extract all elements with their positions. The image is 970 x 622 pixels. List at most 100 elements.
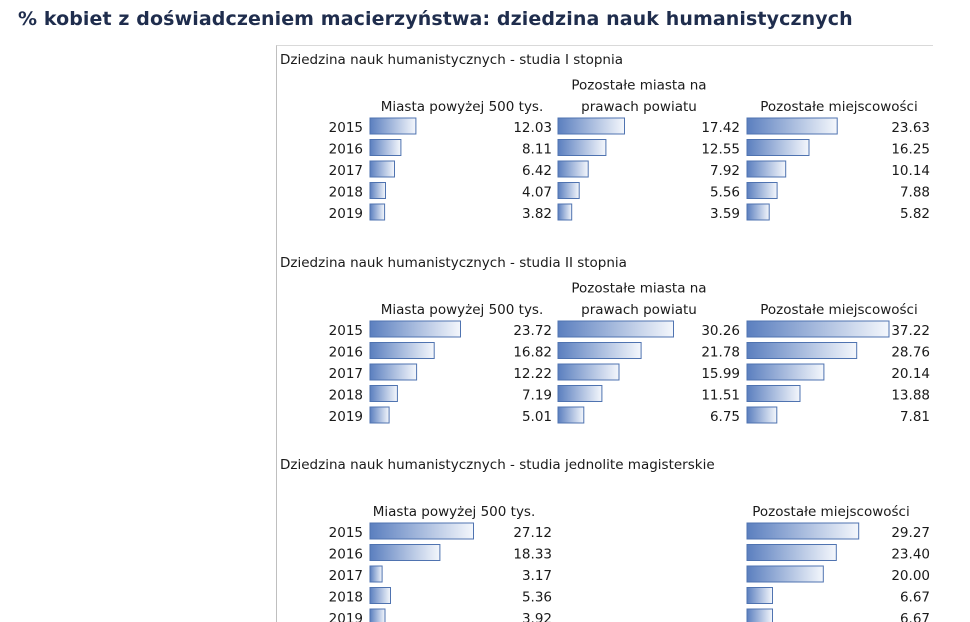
value-label: 12.22 bbox=[513, 366, 552, 382]
value-label: 6.67 bbox=[900, 590, 930, 606]
value-label: 11.51 bbox=[701, 388, 740, 404]
year-label-2015: 2015 bbox=[329, 323, 363, 339]
bar-2018-miasta-powyzej-500-tys bbox=[369, 385, 398, 402]
value-label: 20.00 bbox=[891, 568, 930, 584]
year-label-2019: 2019 bbox=[329, 611, 363, 622]
value-label: 16.82 bbox=[513, 345, 552, 361]
bar-2015-pozostale-miejscowosci bbox=[746, 320, 890, 338]
page-title: % kobiet z doświadczeniem macierzyństwa:… bbox=[18, 8, 853, 30]
bar-2017-miasta-powyzej-500-tys bbox=[369, 160, 395, 178]
value-label: 6.42 bbox=[522, 163, 552, 179]
data-bars-chart: Dziedzina nauk humanistycznych - studia … bbox=[280, 52, 930, 622]
value-label: 6.67 bbox=[900, 611, 930, 622]
value-label: 10.14 bbox=[891, 163, 930, 179]
bar-2015-pozostale-miejscowosci bbox=[746, 117, 838, 135]
bar-2016-miasta-powyzej-500-tys bbox=[369, 544, 441, 561]
series-header-miasta-powyzej-500-tys: Miasta powyżej 500 tys. bbox=[373, 504, 536, 520]
year-label-2019: 2019 bbox=[329, 409, 363, 425]
section-title: Dziedzina nauk humanistycznych - studia … bbox=[280, 457, 715, 473]
bar-2019-miasta-powyzej-500-tys bbox=[369, 608, 386, 622]
chart-section-2: Dziedzina nauk humanistycznych - studia … bbox=[280, 255, 930, 425]
bar-2017-pozostale-miasta-na-prawach-powiatu bbox=[557, 160, 589, 178]
bar-2018-pozostale-miejscowosci bbox=[746, 385, 801, 402]
bar-2017-pozostale-miasta-na-prawach-powiatu bbox=[557, 363, 620, 381]
value-label: 16.25 bbox=[891, 142, 930, 158]
bar-2018-pozostale-miejscowosci bbox=[746, 182, 778, 199]
value-label: 18.33 bbox=[513, 547, 552, 563]
bar-2016-pozostale-miejscowosci bbox=[746, 544, 837, 561]
bar-2019-pozostale-miejscowosci bbox=[746, 608, 773, 622]
year-label-2019: 2019 bbox=[329, 206, 363, 222]
series-header-miasta-powyzej-500-tys: Miasta powyżej 500 tys. bbox=[381, 99, 544, 115]
value-label: 8.11 bbox=[522, 142, 552, 158]
value-label: 6.75 bbox=[710, 409, 740, 425]
value-label: 23.72 bbox=[513, 323, 552, 339]
value-label: 30.26 bbox=[701, 323, 740, 339]
value-label: 7.88 bbox=[900, 185, 930, 201]
value-label: 4.07 bbox=[522, 185, 552, 201]
bar-2019-miasta-powyzej-500-tys bbox=[369, 406, 390, 424]
series-header-pozostale-miejscowosci: Pozostałe miejscowości bbox=[752, 504, 909, 520]
bar-2019-miasta-powyzej-500-tys bbox=[369, 203, 386, 221]
year-label-2015: 2015 bbox=[329, 120, 363, 136]
series-header-pozostale-miejscowosci: Pozostałe miejscowości bbox=[760, 302, 917, 318]
bar-2015-pozostale-miejscowosci bbox=[746, 522, 860, 540]
value-label: 3.82 bbox=[522, 206, 552, 222]
value-label: 12.03 bbox=[513, 120, 552, 136]
bar-2019-pozostale-miasta-na-prawach-powiatu bbox=[557, 406, 585, 424]
value-label: 23.40 bbox=[891, 547, 930, 563]
year-label-2016: 2016 bbox=[329, 547, 363, 563]
chart-frame: Dziedzina nauk humanistycznych - studia … bbox=[276, 45, 933, 622]
value-label: 7.19 bbox=[522, 388, 552, 404]
bar-2016-pozostale-miejscowosci bbox=[746, 139, 810, 156]
value-label: 5.01 bbox=[522, 409, 552, 425]
bar-2018-miasta-powyzej-500-tys bbox=[369, 182, 386, 199]
chart-section-3: Dziedzina nauk humanistycznych - studia … bbox=[280, 457, 930, 622]
bar-2015-pozostale-miasta-na-prawach-powiatu bbox=[557, 320, 674, 338]
value-label: 5.56 bbox=[710, 185, 740, 201]
bar-2019-pozostale-miasta-na-prawach-powiatu bbox=[557, 203, 573, 221]
year-label-2015: 2015 bbox=[329, 525, 363, 541]
chart-section-1: Dziedzina nauk humanistycznych - studia … bbox=[280, 52, 930, 222]
bar-2016-pozostale-miejscowosci bbox=[746, 342, 858, 359]
value-label: 3.17 bbox=[522, 568, 552, 584]
bar-2017-pozostale-miejscowosci bbox=[746, 160, 787, 178]
year-label-2017: 2017 bbox=[329, 366, 363, 382]
series-header-pozostale-miasta-na-prawach-powiatu: Pozostałe miasta na bbox=[571, 281, 706, 297]
bar-2018-pozostale-miejscowosci bbox=[746, 587, 773, 604]
bar-2017-pozostale-miejscowosci bbox=[746, 363, 825, 381]
bar-2019-pozostale-miejscowosci bbox=[746, 203, 770, 221]
bar-2017-pozostale-miejscowosci bbox=[746, 565, 824, 583]
year-label-2017: 2017 bbox=[329, 568, 363, 584]
series-header-pozostale-miasta-na-prawach-powiatu: prawach powiatu bbox=[581, 99, 697, 115]
bar-2018-miasta-powyzej-500-tys bbox=[369, 587, 391, 604]
year-label-2016: 2016 bbox=[329, 142, 363, 158]
value-label: 37.22 bbox=[891, 323, 930, 339]
bar-2016-miasta-powyzej-500-tys bbox=[369, 342, 435, 359]
year-label-2016: 2016 bbox=[329, 345, 363, 361]
value-label: 29.27 bbox=[891, 525, 930, 541]
bar-2015-miasta-powyzej-500-tys bbox=[369, 522, 474, 540]
value-label: 5.82 bbox=[900, 206, 930, 222]
year-label-2017: 2017 bbox=[329, 163, 363, 179]
value-label: 15.99 bbox=[701, 366, 740, 382]
bar-2015-pozostale-miasta-na-prawach-powiatu bbox=[557, 117, 625, 135]
value-label: 13.88 bbox=[891, 388, 930, 404]
bar-2017-miasta-powyzej-500-tys bbox=[369, 363, 418, 381]
value-label: 21.78 bbox=[701, 345, 740, 361]
section-title: Dziedzina nauk humanistycznych - studia … bbox=[280, 52, 623, 68]
bar-2016-pozostale-miasta-na-prawach-powiatu bbox=[557, 139, 607, 156]
bar-2015-miasta-powyzej-500-tys bbox=[369, 117, 417, 135]
value-label: 5.36 bbox=[522, 590, 552, 606]
value-label: 23.63 bbox=[891, 120, 930, 136]
series-header-miasta-powyzej-500-tys: Miasta powyżej 500 tys. bbox=[381, 302, 544, 318]
year-label-2018: 2018 bbox=[329, 590, 363, 606]
value-label: 27.12 bbox=[513, 525, 552, 541]
bar-2019-pozostale-miejscowosci bbox=[746, 406, 778, 424]
year-label-2018: 2018 bbox=[329, 388, 363, 404]
bar-2018-pozostale-miasta-na-prawach-powiatu bbox=[557, 385, 603, 402]
year-label-2018: 2018 bbox=[329, 185, 363, 201]
value-label: 17.42 bbox=[701, 120, 740, 136]
section-title: Dziedzina nauk humanistycznych - studia … bbox=[280, 255, 627, 271]
bar-2016-miasta-powyzej-500-tys bbox=[369, 139, 402, 156]
